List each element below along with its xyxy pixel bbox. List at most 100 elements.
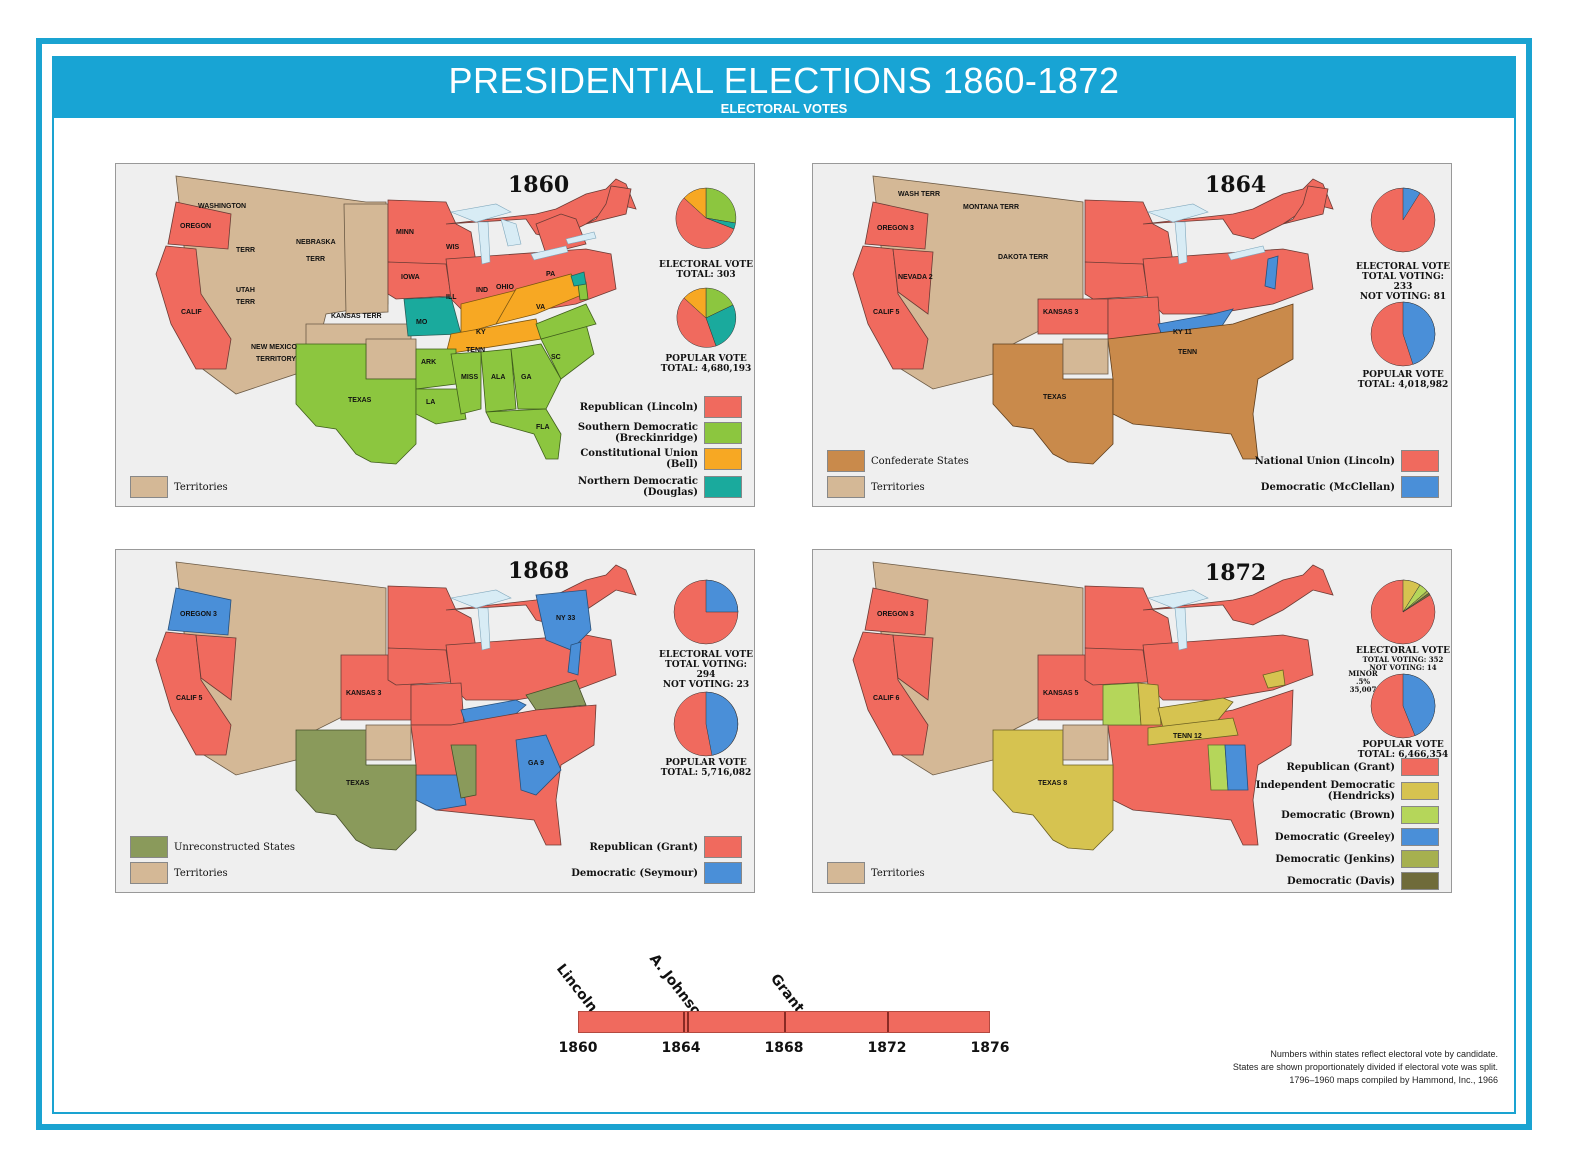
svg-text:MISS: MISS — [461, 374, 478, 381]
electoral-caption-1872: ELECTORAL VOTE TOTAL VOTING: 352 NOT VOT… — [1356, 646, 1450, 672]
svg-text:WIS: WIS — [446, 244, 460, 251]
svg-text:TENN: TENN — [466, 347, 485, 354]
timeline-tick — [683, 1012, 685, 1032]
map-year: 1872 — [1205, 560, 1267, 586]
legend-swatch — [1401, 758, 1439, 776]
svg-text:GA 9: GA 9 — [528, 760, 544, 767]
map-year: 1864 — [1205, 172, 1267, 198]
page-subtitle: ELECTORAL VOTES — [720, 101, 848, 116]
svg-text:CALIF: CALIF — [181, 309, 202, 316]
us-map-1872: OREGON 3 CALIF 6 TEXAS 8 KANSAS 5 TENN 1… — [852, 561, 1334, 851]
svg-text:KANSAS 3: KANSAS 3 — [346, 690, 382, 697]
timeline-tick — [887, 1012, 889, 1032]
popular-pie-1868 — [673, 691, 739, 757]
legend-swatch — [130, 836, 168, 858]
timeline-year: 1876 — [970, 1040, 1010, 1056]
legend-item: Democratic (McClellan) — [1261, 476, 1439, 498]
svg-text:NY 33: NY 33 — [556, 615, 575, 622]
us-map-1864: WASH TERR MONTANA TERR OREGON 3 DAKOTA T… — [852, 175, 1334, 465]
popular-pie-1864 — [1370, 301, 1436, 367]
svg-text:TEXAS: TEXAS — [346, 780, 370, 787]
popular-caption-1868: POPULAR VOTE TOTAL: 5,716,082 — [660, 758, 752, 778]
legend-item: Territories — [130, 476, 228, 498]
popular-pie-1860 — [676, 287, 737, 348]
legend-item: Territories — [130, 862, 228, 884]
us-map-1860: WASHINGTON OREGON TERR NEBRASKA TERR UTA… — [155, 175, 637, 465]
map-panel-1864: WASH TERR MONTANA TERR OREGON 3 DAKOTA T… — [812, 163, 1452, 507]
svg-text:OREGON 3: OREGON 3 — [877, 225, 914, 232]
legend-item: Confederate States — [827, 450, 969, 472]
legend-swatch — [827, 862, 865, 884]
legend-item: Territories — [827, 476, 925, 498]
svg-text:ALA: ALA — [491, 374, 505, 381]
svg-text:KANSAS 5: KANSAS 5 — [1043, 690, 1079, 697]
legend-swatch — [704, 448, 742, 470]
legend-item: Democratic (Jenkins) — [1275, 850, 1439, 868]
svg-text:UTAH: UTAH — [236, 287, 255, 294]
electoral-caption-1860: ELECTORAL VOTE TOTAL: 303 — [659, 260, 753, 280]
legend-swatch — [704, 862, 742, 884]
popular-pie-1872 — [1370, 673, 1436, 739]
electoral-pie-1864 — [1370, 187, 1436, 253]
legend-item: Territories — [827, 862, 925, 884]
svg-text:CALIF 5: CALIF 5 — [873, 309, 900, 316]
svg-text:TEXAS: TEXAS — [1043, 394, 1067, 401]
page-title: PRESIDENTIAL ELECTIONS 1860-1872 — [448, 60, 1120, 101]
legend-swatch — [1401, 450, 1439, 472]
svg-text:CALIF 6: CALIF 6 — [873, 695, 900, 702]
legend-item: Independent Democratic (Hendricks) — [1249, 780, 1439, 802]
electoral-caption-1864: ELECTORAL VOTE TOTAL VOTING: 233 NOT VOT… — [1356, 262, 1450, 302]
minor-label-1872: MINOR .5% 35,007 — [1348, 669, 1378, 694]
svg-text:NEW MEXICO: NEW MEXICO — [251, 344, 297, 351]
legend-item: Republican (Lincoln) — [580, 396, 742, 418]
popular-caption-1864: POPULAR VOTE TOTAL: 4,018,982 — [1357, 370, 1449, 390]
popular-caption-1860: POPULAR VOTE TOTAL: 4,680,193 — [660, 354, 752, 374]
svg-text:LA: LA — [426, 399, 435, 406]
svg-text:DAKOTA TERR: DAKOTA TERR — [998, 254, 1048, 261]
electoral-pie-1868 — [673, 579, 739, 645]
svg-text:TERRITORY: TERRITORY — [256, 356, 296, 363]
legend-swatch — [827, 450, 865, 472]
electoral-caption-1868: ELECTORAL VOTE TOTAL VOTING: 294 NOT VOT… — [659, 650, 753, 690]
legend-item: Democratic (Seymour) — [571, 862, 742, 884]
svg-text:IOWA: IOWA — [401, 274, 420, 281]
legend-swatch — [827, 476, 865, 498]
legend-item: Democratic (Greeley) — [1275, 828, 1439, 846]
legend-swatch — [704, 476, 742, 498]
svg-text:OREGON 3: OREGON 3 — [877, 611, 914, 618]
legend-swatch — [1401, 828, 1439, 846]
legend-swatch — [1401, 872, 1439, 890]
legend-item: Unreconstructed States — [130, 836, 295, 858]
legend-item: National Union (Lincoln) — [1255, 450, 1439, 472]
legend-swatch — [1401, 806, 1439, 824]
svg-text:KANSAS 3: KANSAS 3 — [1043, 309, 1079, 316]
timeline-year: 1868 — [764, 1040, 804, 1056]
svg-text:TEXAS 8: TEXAS 8 — [1038, 780, 1067, 787]
svg-text:OREGON 3: OREGON 3 — [180, 611, 217, 618]
legend-swatch — [704, 396, 742, 418]
legend-item: Republican (Grant) — [590, 836, 742, 858]
svg-text:FLA: FLA — [536, 424, 550, 431]
legend-swatch — [704, 422, 742, 444]
svg-text:OHIO: OHIO — [496, 284, 514, 291]
electoral-pie-1872 — [1370, 579, 1436, 645]
timeline-tick — [687, 1012, 689, 1032]
legend-item: Republican (Grant) — [1287, 758, 1439, 776]
svg-text:ARK: ARK — [421, 359, 436, 366]
map-panel-1868: OREGON 3 CALIF 5 TEXAS KANSAS 3 NY 33 GA… — [115, 549, 755, 893]
legend-item: Southern Democratic (Breckinridge) — [572, 422, 742, 444]
svg-text:GA: GA — [521, 374, 532, 381]
svg-text:TERR: TERR — [306, 256, 325, 263]
svg-text:MO: MO — [416, 319, 428, 326]
timeline-tick — [784, 1012, 786, 1032]
svg-text:PA: PA — [546, 271, 555, 278]
svg-text:ILL: ILL — [446, 294, 457, 301]
presidency-timeline-bar — [578, 1011, 990, 1033]
svg-text:TENN: TENN — [1178, 349, 1197, 356]
legend-swatch — [130, 476, 168, 498]
footnote: Numbers within states reflect electoral … — [1232, 1049, 1498, 1085]
legend-item: Constitutional Union (Bell) — [572, 448, 742, 470]
svg-text:CALIF 5: CALIF 5 — [176, 695, 203, 702]
svg-text:TEXAS: TEXAS — [348, 397, 372, 404]
svg-text:WASH TERR: WASH TERR — [898, 191, 940, 198]
